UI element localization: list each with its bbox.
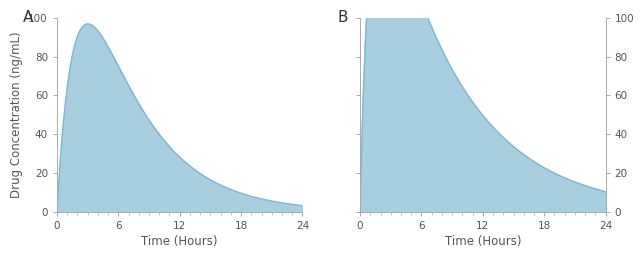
X-axis label: Time (Hours): Time (Hours) (444, 235, 521, 248)
X-axis label: Time (Hours): Time (Hours) (142, 235, 218, 248)
Text: A: A (23, 10, 33, 25)
Y-axis label: Drug Concentration (ng/mL): Drug Concentration (ng/mL) (10, 31, 23, 198)
Text: B: B (338, 10, 348, 25)
